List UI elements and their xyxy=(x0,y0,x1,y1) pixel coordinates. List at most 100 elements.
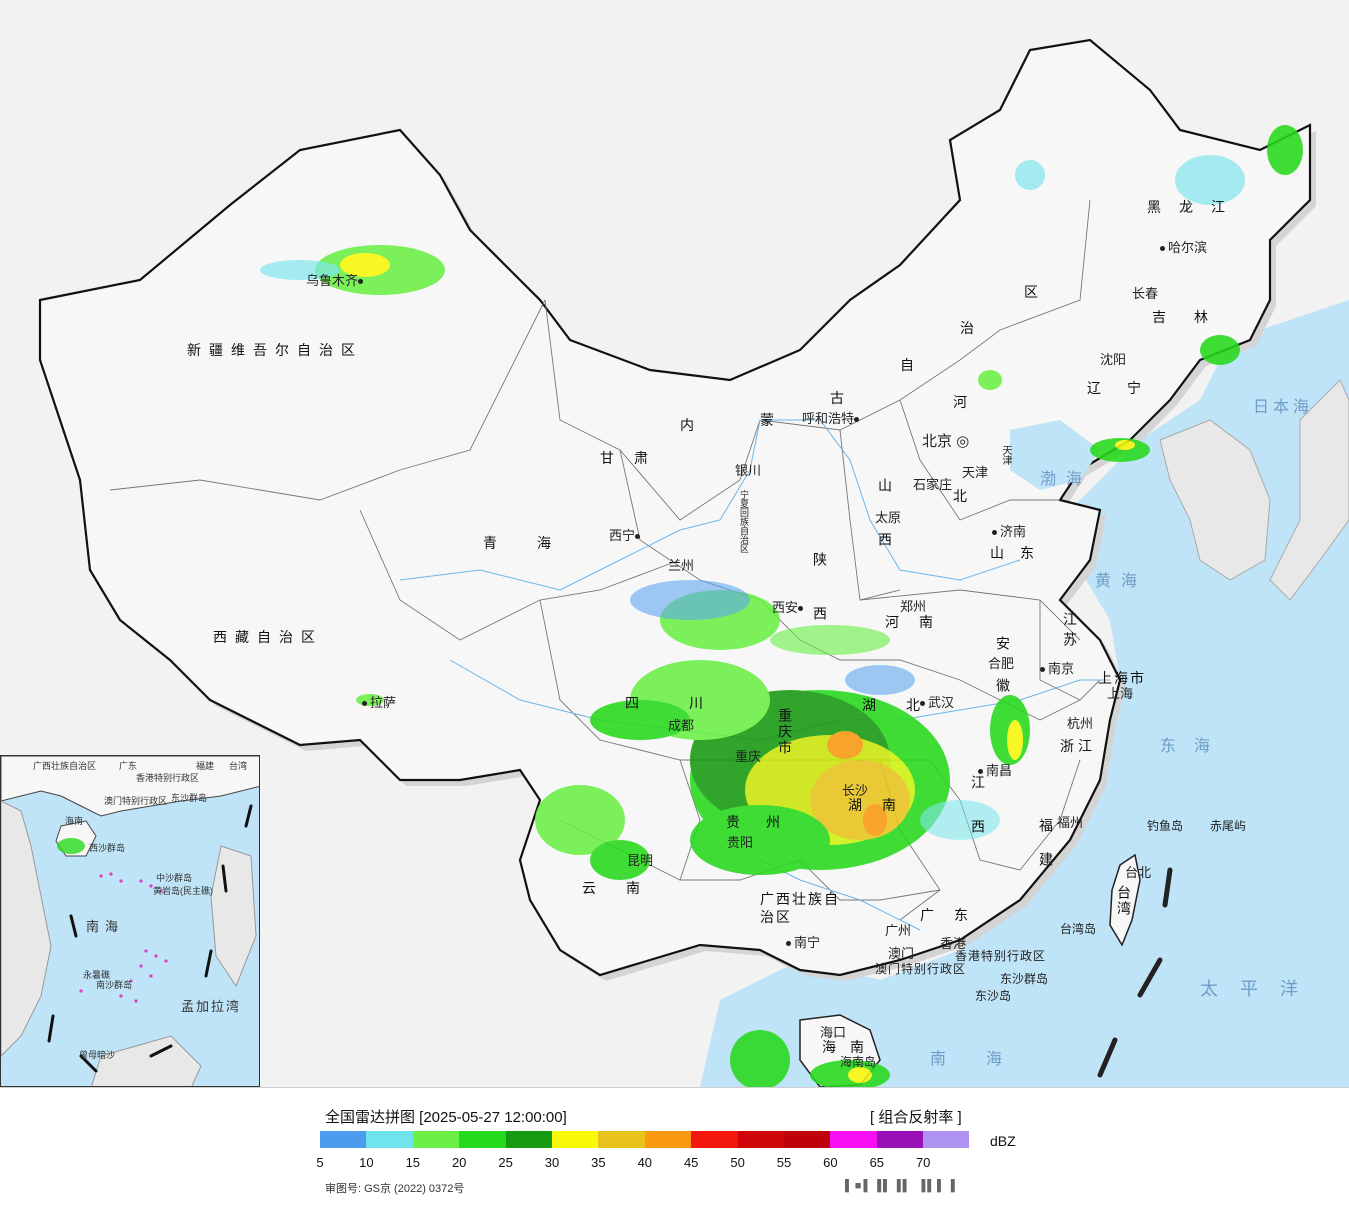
province-label-fujian: 福建 xyxy=(1038,818,1054,886)
inset-label-yongshu: 永暑礁 xyxy=(83,970,111,980)
map-approval-number: 审图号: GS京 (2022) 0372号 xyxy=(325,1183,465,1195)
city-nanchang: 南昌 xyxy=(978,760,1012,779)
inset-label-guangxi: 广西壮族自治区 xyxy=(33,761,97,771)
province-label-neimenggu-5: 治 xyxy=(960,320,982,336)
legend-swatch xyxy=(412,1131,460,1148)
province-label-guangxi: 广西壮族自治区 xyxy=(760,891,840,925)
inset-sea-nanhai: 南海 xyxy=(86,919,125,934)
province-label-taiwan: 台湾 xyxy=(1116,885,1132,917)
city-jinan: 济南 xyxy=(992,521,1026,540)
city-guiyang: 贵阳 xyxy=(727,835,754,850)
province-label-guangdong: 广东 xyxy=(920,907,988,923)
province-label-hebei-2: 北 xyxy=(953,488,975,504)
legend-unit: dBZ xyxy=(990,1133,1016,1149)
province-label-tianjin: 天津 xyxy=(1000,445,1011,465)
city-beijing: 北京 ◎ xyxy=(922,433,970,450)
city-marker xyxy=(920,701,925,707)
legend-tick-label: 60 xyxy=(823,1155,838,1170)
city-shijiazhuang: 石家庄 xyxy=(913,477,953,492)
city-marker xyxy=(798,606,804,612)
legend-swatch xyxy=(783,1131,831,1148)
province-label-shandong: 山东 xyxy=(990,545,1050,561)
legend-tick-label: 15 xyxy=(405,1155,421,1170)
legend-tick-label: 25 xyxy=(498,1155,513,1170)
province-label-hainan: 海南 xyxy=(822,1039,878,1055)
province-label-jiangsu: 江苏 xyxy=(1062,612,1078,652)
city-changchun: 长春 xyxy=(1132,286,1159,301)
watermark-stamp: ▌■▌▐▌▐▌ ▐▌▌▐ xyxy=(845,1180,957,1192)
legend-panel: 全国雷达拼图 [2025-05-27 12:00:00] [ 组合反射率 ] d… xyxy=(0,1088,1349,1208)
city-changsha: 长沙 xyxy=(842,783,869,798)
legend-swatch xyxy=(459,1131,506,1148)
china-map-svg xyxy=(38,38,1349,1087)
inset-label-huangyan: 黄岩岛(民主礁) xyxy=(153,886,213,896)
bohai-bay xyxy=(1010,420,1100,490)
city-nanning: 南宁 xyxy=(786,932,820,951)
province-label-yunnan: 云南 xyxy=(582,880,670,896)
city-hangzhou: 杭州 xyxy=(1067,716,1094,731)
legend-swatch xyxy=(598,1131,645,1148)
province-label-gansu: 甘肃 xyxy=(600,450,668,466)
city-lanzhou: 兰州 xyxy=(668,558,695,573)
inset-philippines xyxy=(210,845,257,988)
city-marker xyxy=(786,941,791,947)
city-chongqing: 重庆 xyxy=(735,749,762,764)
city-taibei: 台北 xyxy=(1125,865,1152,880)
legend-tick-label: 55 xyxy=(776,1155,792,1170)
province-label-hebei-1: 河 xyxy=(953,394,975,410)
city-fuzhou: 福州 xyxy=(1057,815,1084,830)
inset-dashes xyxy=(47,804,253,1073)
legend-swatch xyxy=(691,1131,738,1148)
city-xian: 西安 xyxy=(772,597,806,616)
legend-tick-label: 65 xyxy=(869,1155,885,1170)
inset-label-fujian: 福建 xyxy=(196,761,215,771)
province-label-zhejiang: 浙江 xyxy=(1060,738,1096,754)
city-guangzhou: 广州 xyxy=(885,923,912,938)
legend-product-label: [ 组合反射率 ] xyxy=(870,1109,962,1126)
taiwan-shape xyxy=(1109,853,1141,947)
island-hainan: 海南岛 xyxy=(840,1055,877,1069)
legend-tick-label: 45 xyxy=(683,1155,699,1170)
province-label-shanxi: 山西 xyxy=(877,478,893,586)
inset-label-guangdong: 广东 xyxy=(119,761,138,771)
inset-borneo xyxy=(91,1035,202,1086)
city-shanghai: 上海 xyxy=(1107,686,1134,701)
sea-huanghai: 黄海 xyxy=(1095,573,1148,590)
province-label-chongqing: 重庆市 xyxy=(777,708,793,756)
city-lhasa: 拉萨 xyxy=(362,692,396,711)
city-xining: 西宁 xyxy=(609,525,643,544)
sea-ribenhai: 日本海 xyxy=(1253,399,1314,416)
japan-islands xyxy=(1269,379,1349,601)
city-hongkong: 香港 xyxy=(940,936,967,951)
korea-peninsula xyxy=(1159,419,1271,581)
legend-tick-label: 30 xyxy=(544,1155,560,1170)
city-haikou: 海口 xyxy=(820,1025,847,1040)
province-label-jilin: 吉林 xyxy=(1152,309,1236,325)
city-zhengzhou: 郑州 xyxy=(900,599,927,614)
sea-taipingyang: 太平洋 xyxy=(1200,979,1320,999)
inset-label-zengmu: 曾母暗沙 xyxy=(79,1050,116,1060)
province-label-neimenggu-3: 古 xyxy=(830,390,852,406)
inset-label-hk: 香港特别行政区 xyxy=(136,773,200,783)
island-taiwan: 台湾岛 xyxy=(1060,922,1097,936)
inset-land xyxy=(1,756,259,817)
legend-swatch xyxy=(923,1131,970,1148)
sea-boundary-dashes xyxy=(1097,867,1173,1078)
inset-sea-mengjiala: 孟加拉湾 xyxy=(181,999,242,1014)
legend-ticks: 5 10 15 20 25 30 35 40 45 50 55 60 65 70 xyxy=(316,1155,980,1173)
legend-title: 全国雷达拼图 [2025-05-27 12:00:00] xyxy=(325,1109,567,1126)
city-marker xyxy=(1160,246,1165,252)
legend-tick-label: 35 xyxy=(591,1155,606,1170)
legend-swatch xyxy=(551,1131,599,1148)
inset-label-macao: 澳门特别行政区 xyxy=(104,796,168,806)
legend-tick-label: 50 xyxy=(730,1155,745,1170)
inset-label-nansha: 南沙群岛 xyxy=(96,980,133,990)
province-label-anhui: 安徽 xyxy=(995,636,1011,720)
island-dongsha: 东沙岛 xyxy=(975,989,1012,1003)
legend-color-bar xyxy=(320,1131,970,1148)
province-label-shanghai: 上海市 xyxy=(1098,670,1146,686)
province-label-jiangxi: 江西 xyxy=(970,775,986,863)
province-label-neimenggu-1: 内 xyxy=(680,417,702,433)
city-hefei: 合肥 xyxy=(988,656,1015,671)
city-harbin: 哈尔滨 xyxy=(1160,237,1207,256)
